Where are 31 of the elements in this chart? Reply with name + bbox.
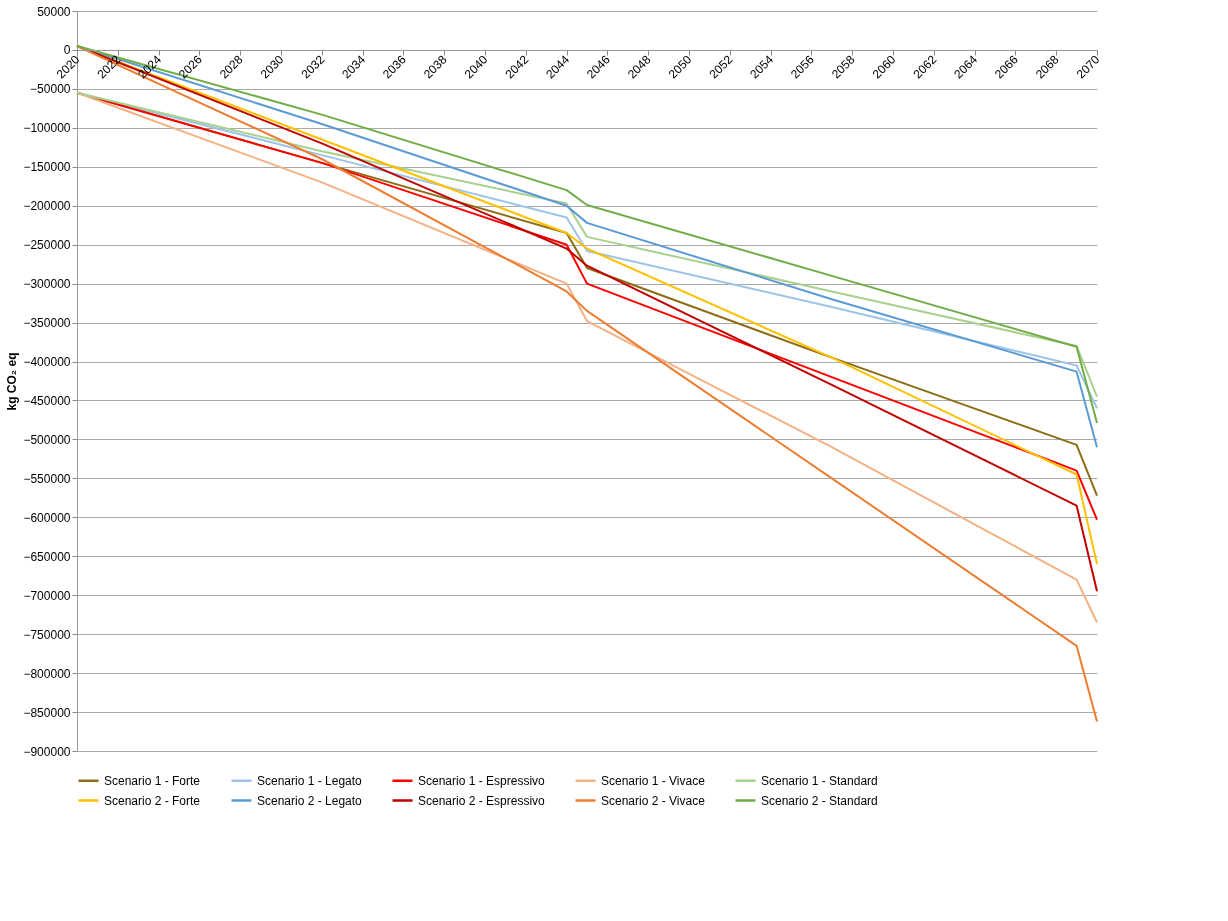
legend-label: Scenario 1 - Legato [257, 773, 363, 788]
y-tick-label: −150000 [23, 160, 71, 175]
y-tick-label: −550000 [23, 471, 71, 486]
legend-label: Scenario 1 - Standard [761, 773, 878, 788]
y-tick-label: −350000 [23, 316, 71, 331]
legend-label: Scenario 2 - Legato [257, 793, 363, 808]
legend-label: Scenario 1 - Espressivo [418, 773, 546, 788]
y-tick-label: −300000 [23, 277, 71, 292]
y-tick-label: −250000 [23, 238, 71, 253]
y-tick-label: −500000 [23, 432, 71, 447]
y-tick-label: −650000 [23, 549, 71, 564]
y-tick-label: −700000 [23, 588, 71, 603]
y-tick-label: −750000 [23, 627, 71, 642]
legend-label: Scenario 2 - Forte [104, 793, 201, 808]
y-tick-label: −850000 [23, 705, 71, 720]
y-tick-label: 0 [63, 43, 71, 58]
legend-label: Scenario 1 - Vivace [601, 773, 706, 788]
legend-label: Scenario 2 - Espressivo [418, 793, 546, 808]
legend-label: Scenario 2 - Standard [761, 793, 878, 808]
legend-label: Scenario 1 - Forte [104, 773, 201, 788]
y-tick-label: −400000 [23, 355, 71, 370]
y-tick-label: 50000 [37, 4, 71, 19]
legend-label: Scenario 2 - Vivace [601, 793, 706, 808]
y-tick-label: −200000 [23, 199, 71, 214]
y-tick-label: −450000 [23, 393, 71, 408]
y-tick-label: −600000 [23, 510, 71, 525]
y-axis-title: kg CO₂ eq [5, 352, 20, 411]
y-tick-label: −900000 [23, 744, 71, 759]
y-tick-label: −800000 [23, 666, 71, 681]
y-tick-label: −50000 [30, 82, 71, 97]
y-tick-label: −100000 [23, 121, 71, 136]
